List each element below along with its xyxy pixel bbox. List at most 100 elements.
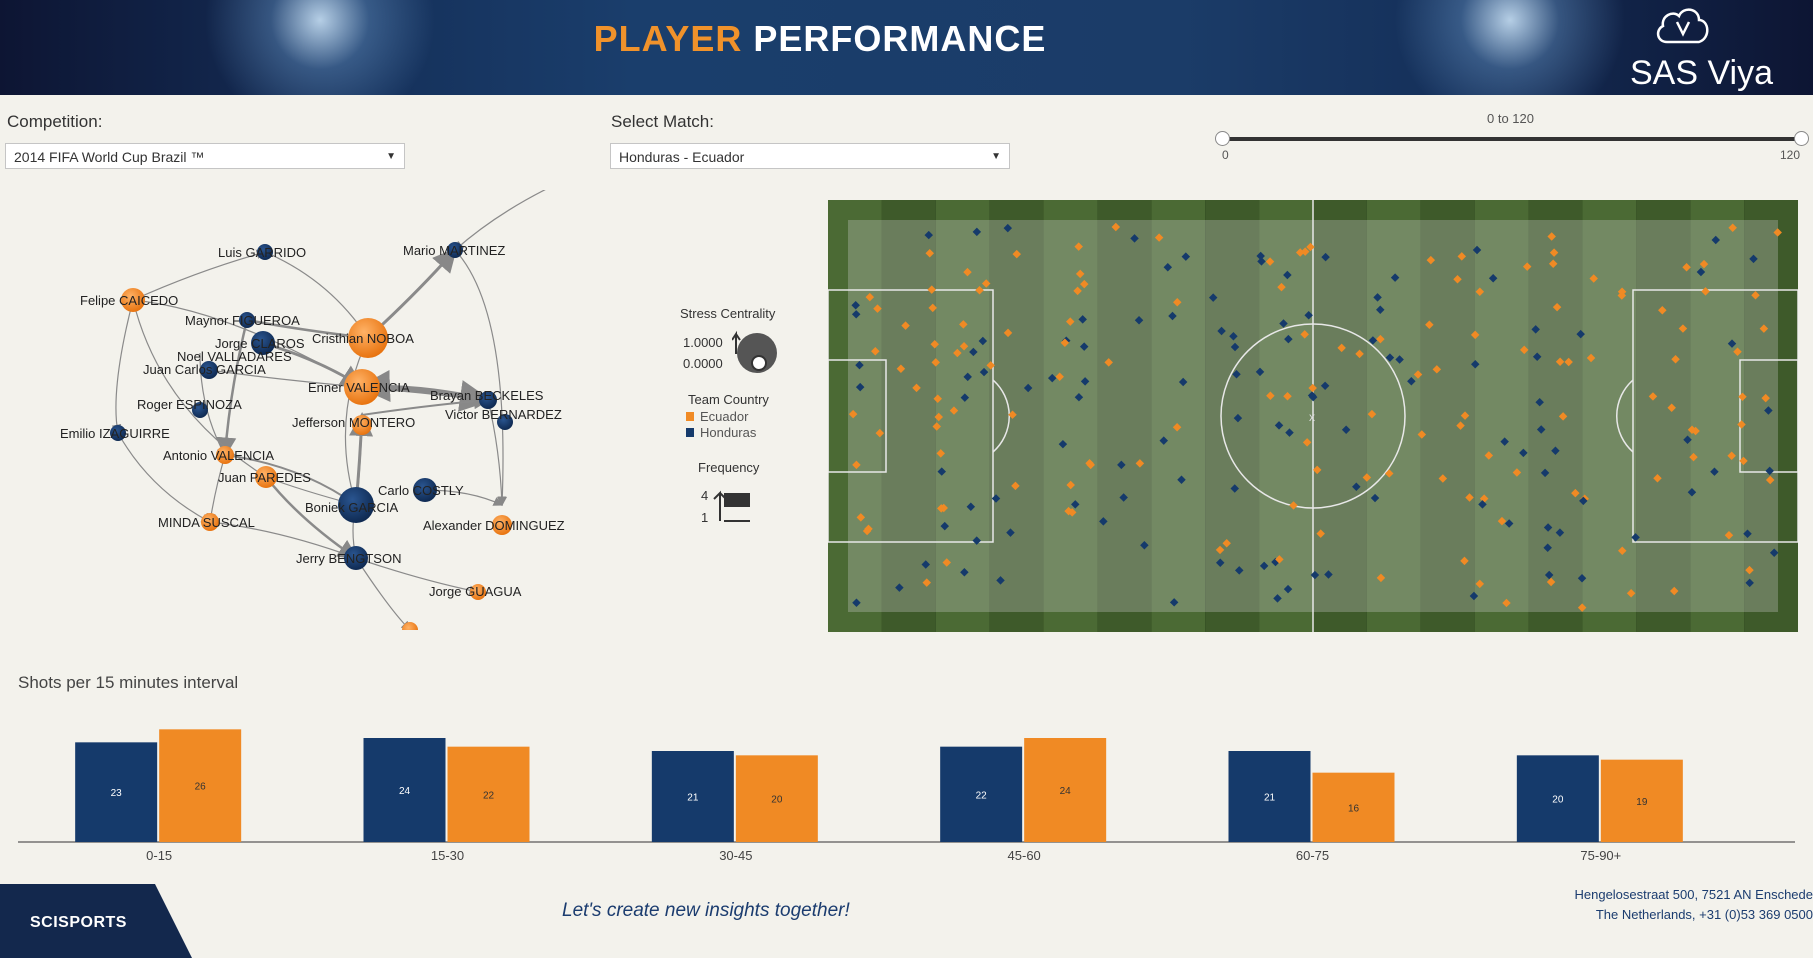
shot-marker [1648,392,1658,401]
node-jerry-bengtson[interactable] [344,546,368,570]
shot-marker [1543,543,1552,552]
bar-value-label: 26 [195,782,207,793]
label-victor-bernardez: Victor BERNARDEZ [445,407,562,422]
competition-value: 2014 FIFA World Cup Brazil ™ [14,149,205,165]
shot-marker [1304,311,1313,320]
shot-marker [1376,573,1386,583]
label-emilio-izaguirre: Emilio IZAGUIRRE [60,426,170,441]
node-juan-paredes[interactable] [255,466,277,488]
bar-ecuador-75-90+[interactable] [1600,759,1683,842]
shot-marker [981,279,991,288]
node-enner-valencia[interactable] [344,369,380,405]
frequency-arrow-icon [713,490,750,522]
node-felipe-caicedo[interactable] [121,288,145,312]
shot-marker [1738,392,1747,402]
shot-marker [855,360,864,370]
shot-marker [1417,430,1427,439]
label-minda-suscal: MINDA SUSCAL [158,515,255,530]
pitch-stripe [1528,200,1583,632]
pitch-stripe [1043,200,1098,632]
shot-marker [1367,409,1377,419]
legend-freq-min: 1 [701,510,709,525]
match-select[interactable]: Honduras - Ecuador ▼ [610,143,1010,169]
node-antonio-valencia[interactable] [216,446,234,464]
label-alexander-dominguez: Alexander DOMINGUEZ [423,518,565,533]
shot-map-pitch[interactable]: x [828,200,1798,632]
competition-label: Competition: [7,112,103,131]
x-tick-label: 60-75 [1296,848,1329,863]
shot-marker [1460,411,1470,420]
bar-honduras-60-75[interactable] [1228,751,1311,842]
node-victor-bernardez[interactable] [497,414,513,430]
node-mario-martinez[interactable] [447,242,463,258]
label-maynor-figueroa: Maynor FIGUEROA [185,313,300,328]
node-roger-espinoza[interactable] [192,402,208,418]
node-jorge-claros[interactable] [251,331,275,355]
passing-network[interactable]: Luis GARRIDO Mario MARTINEZ Felipe CAICE… [0,190,660,630]
shot-marker [996,576,1005,585]
shot-marker [975,285,984,295]
shot-marker [1765,466,1774,476]
shot-marker [1266,391,1275,400]
shot-marker [1579,496,1588,506]
node-emilio-izaguirre[interactable] [110,425,126,441]
chevron-down-icon: ▼ [386,151,396,162]
bar-value-label: 20 [1552,795,1564,806]
shot-marker [1215,558,1225,568]
bar-ecuador-15-30[interactable] [447,746,530,842]
bar-honduras-0-15[interactable] [75,742,158,842]
shot-marker [1555,357,1565,367]
bar-honduras-45-60[interactable] [940,746,1023,842]
shot-marker [912,383,921,393]
slider-track[interactable] [1222,137,1802,141]
node-luis-garrido[interactable] [257,244,273,260]
bar-honduras-15-30[interactable] [363,738,446,842]
shot-marker [1710,467,1719,476]
bar-ecuador-0-15[interactable] [159,729,242,842]
shot-marker [1370,493,1380,503]
shot-marker [1385,353,1395,362]
node-brayan-beckeles[interactable] [479,391,497,409]
shot-marker [1687,488,1697,497]
shot-marker [1669,586,1679,596]
bar-ecuador-30-45[interactable] [735,755,818,842]
label-juan-carlos-garcia: Juan Carlos GARCIA [143,362,266,377]
pitch-stripe [1151,200,1206,632]
footer-address: Hengelosestraat 500, 7521 AN Enschede Th… [1413,885,1813,925]
slider-handle-min[interactable] [1215,131,1230,146]
bar-ecuador-60-75[interactable] [1312,772,1395,842]
shot-marker [959,320,968,329]
shot-marker [1284,334,1293,344]
address-line-2: The Netherlands, +31 (0)53 369 0500 [1595,907,1813,922]
shot-marker [1519,448,1528,458]
node-minda-suscal[interactable] [201,513,219,531]
label-felipe-caicedo: Felipe CAICEDO [80,293,178,308]
shot-marker [1215,545,1225,555]
shot-marker [1739,456,1748,466]
bar-value-label: 21 [687,793,699,804]
bar-ecuador-45-60[interactable] [1024,738,1107,842]
competition-select[interactable]: 2014 FIFA World Cup Brazil ™ ▼ [5,143,405,169]
legend-stress-max: 1.0000 [683,335,723,350]
node-alexander-dominguez[interactable] [492,515,512,535]
shot-marker [1066,480,1075,490]
shot-marker [1500,437,1509,446]
shot-marker [963,372,972,382]
ecuador-swatch [686,412,694,421]
node-maynor-figueroa[interactable] [239,312,255,328]
shot-marker [1373,293,1382,302]
node-boniek-garcia[interactable] [338,487,374,523]
bar-honduras-30-45[interactable] [651,751,734,842]
shot-marker [1617,291,1627,300]
node-cristhian-noboa[interactable] [348,318,388,358]
node-jorge-guagua[interactable] [470,584,486,600]
slider-handle-max[interactable] [1794,131,1809,146]
node-juan-carlos-garcia[interactable] [200,361,218,379]
node-carlo-costly[interactable] [413,478,437,502]
label-carlo-costly: Carlo COSTLY [378,483,464,498]
shot-marker [1512,468,1522,477]
shot-marker [1765,475,1775,485]
shots-bar-chart[interactable]: 23 26 0-15 24 22 15-30 21 20 30-45 22 24 45-60 21 16 6… [0,690,1813,870]
node-jefferson-montero[interactable] [352,415,372,435]
bar-honduras-75-90+[interactable] [1516,755,1599,842]
